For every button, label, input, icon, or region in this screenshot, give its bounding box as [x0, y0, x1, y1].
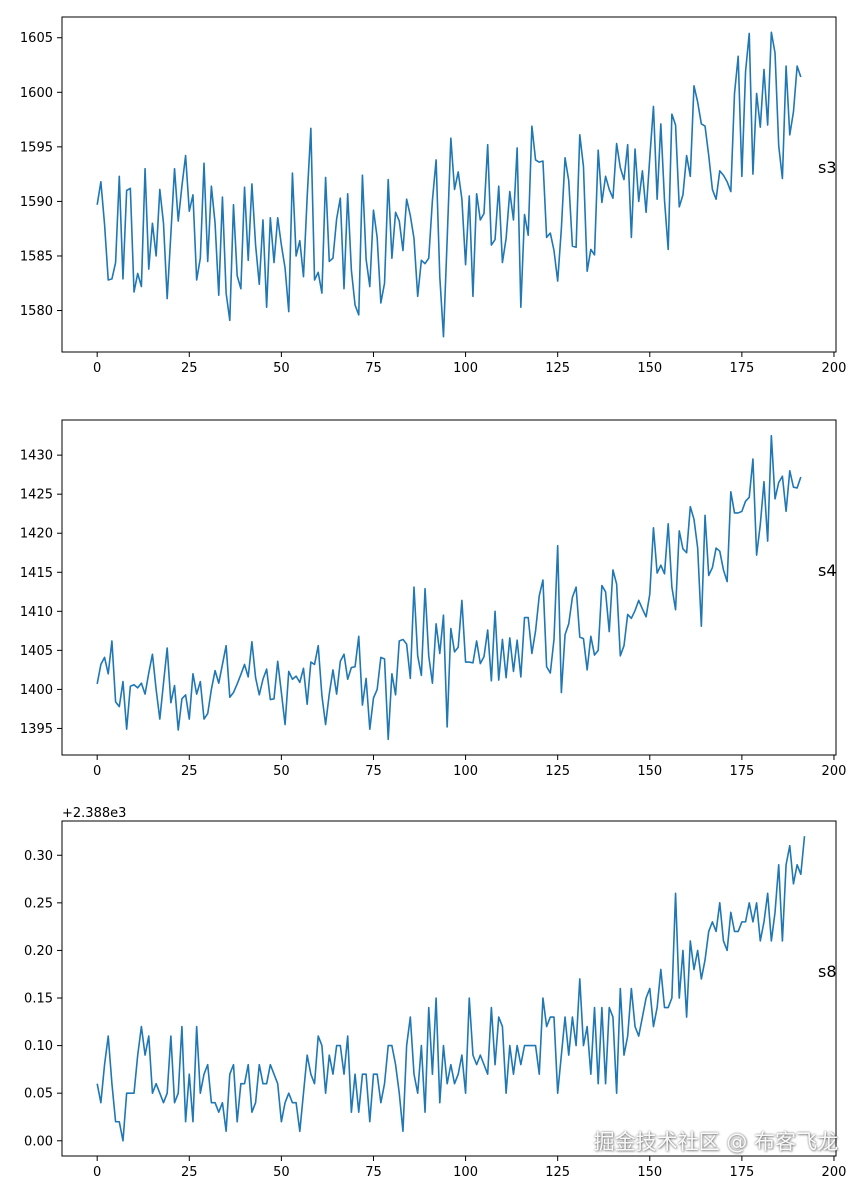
x-tick-label: 125: [545, 764, 570, 779]
y-tick-label: 0.25: [24, 896, 53, 911]
y-tick-label: 1585: [20, 249, 53, 264]
x-tick-label: 175: [729, 1165, 754, 1180]
x-tick-label: 100: [453, 1165, 478, 1180]
y-tick-label: 0.30: [24, 849, 53, 864]
series-line-s4: [96, 434, 802, 741]
x-tick-label: 150: [637, 1165, 662, 1180]
x-tick-label: 200: [822, 764, 847, 779]
y-tick-label: 1400: [20, 683, 53, 698]
series-line-s3: [96, 31, 802, 338]
chart-s4: 0 25 50 75 100 125 150 175 200 1395 1400 1405 1410 14…: [20, 419, 847, 779]
x-tick-label: 175: [729, 764, 754, 779]
y-tick-label: 1595: [20, 140, 53, 155]
y-tick-label: 0.10: [24, 1039, 53, 1054]
y-tick-label: 0.20: [24, 944, 53, 959]
x-tick-label: 75: [365, 361, 382, 376]
x-tick-label: 75: [365, 764, 382, 779]
y-tick-label: 1430: [20, 449, 53, 464]
side-label-s3: s3: [818, 158, 837, 177]
y-tick-label: 0.05: [24, 1087, 53, 1102]
side-label-s8: s8: [818, 962, 837, 981]
y-tick-label: 1395: [20, 722, 53, 737]
x-tick-label: 175: [729, 361, 754, 376]
y-tick-label: 1405: [20, 644, 53, 659]
axes-frame: [61, 16, 837, 353]
y-tick-label: 0.00: [24, 1134, 53, 1149]
x-tick-label: 0: [93, 1165, 101, 1180]
y-tick-label: 1415: [20, 566, 53, 581]
x-tick-label: 0: [93, 764, 101, 779]
axes-frame: [61, 419, 837, 756]
chart-s3: 0 25 50 75 100 125 150 175 200 1580 1585 1590 1595 16…: [20, 16, 847, 376]
x-tick-label: 200: [822, 361, 847, 376]
x-tick-label: 0: [93, 361, 101, 376]
y-tick-label: 1420: [20, 527, 53, 542]
x-tick-label: 200: [822, 1165, 847, 1180]
x-tick-label: 50: [273, 764, 290, 779]
x-tick-label: 125: [545, 361, 570, 376]
side-label-s4: s4: [818, 561, 837, 580]
x-tick-label: 150: [637, 764, 662, 779]
watermark: 掘金技术社区 @ 布客飞龙: [593, 1130, 838, 1154]
y-tick-label: 0.15: [24, 992, 53, 1007]
axes-frame: [61, 820, 837, 1157]
y-tick-label: 1580: [20, 304, 53, 319]
x-tick-label: 50: [273, 361, 290, 376]
series-line-s8: [96, 836, 806, 1142]
chart-s8: 0 25 50 75 100 125 150 175 200 0.00 0.05 0.10 0.15 0.…: [24, 806, 846, 1180]
y-tick-label: 1425: [20, 488, 53, 503]
y-tick-label: 1590: [20, 195, 53, 210]
x-tick-label: 25: [181, 361, 198, 376]
x-tick-label: 100: [453, 361, 478, 376]
x-tick-label: 50: [273, 1165, 290, 1180]
y-tick-label: 1605: [20, 31, 53, 46]
x-tick-label: 125: [545, 1165, 570, 1180]
y-tick-label: 1410: [20, 605, 53, 620]
y-tick-label: 1600: [20, 86, 53, 101]
x-tick-label: 100: [453, 764, 478, 779]
y-offset-label: +2.388e3: [62, 806, 126, 821]
x-tick-label: 25: [181, 764, 198, 779]
x-tick-label: 150: [637, 361, 662, 376]
x-tick-label: 75: [365, 1165, 382, 1180]
x-tick-label: 25: [181, 1165, 198, 1180]
